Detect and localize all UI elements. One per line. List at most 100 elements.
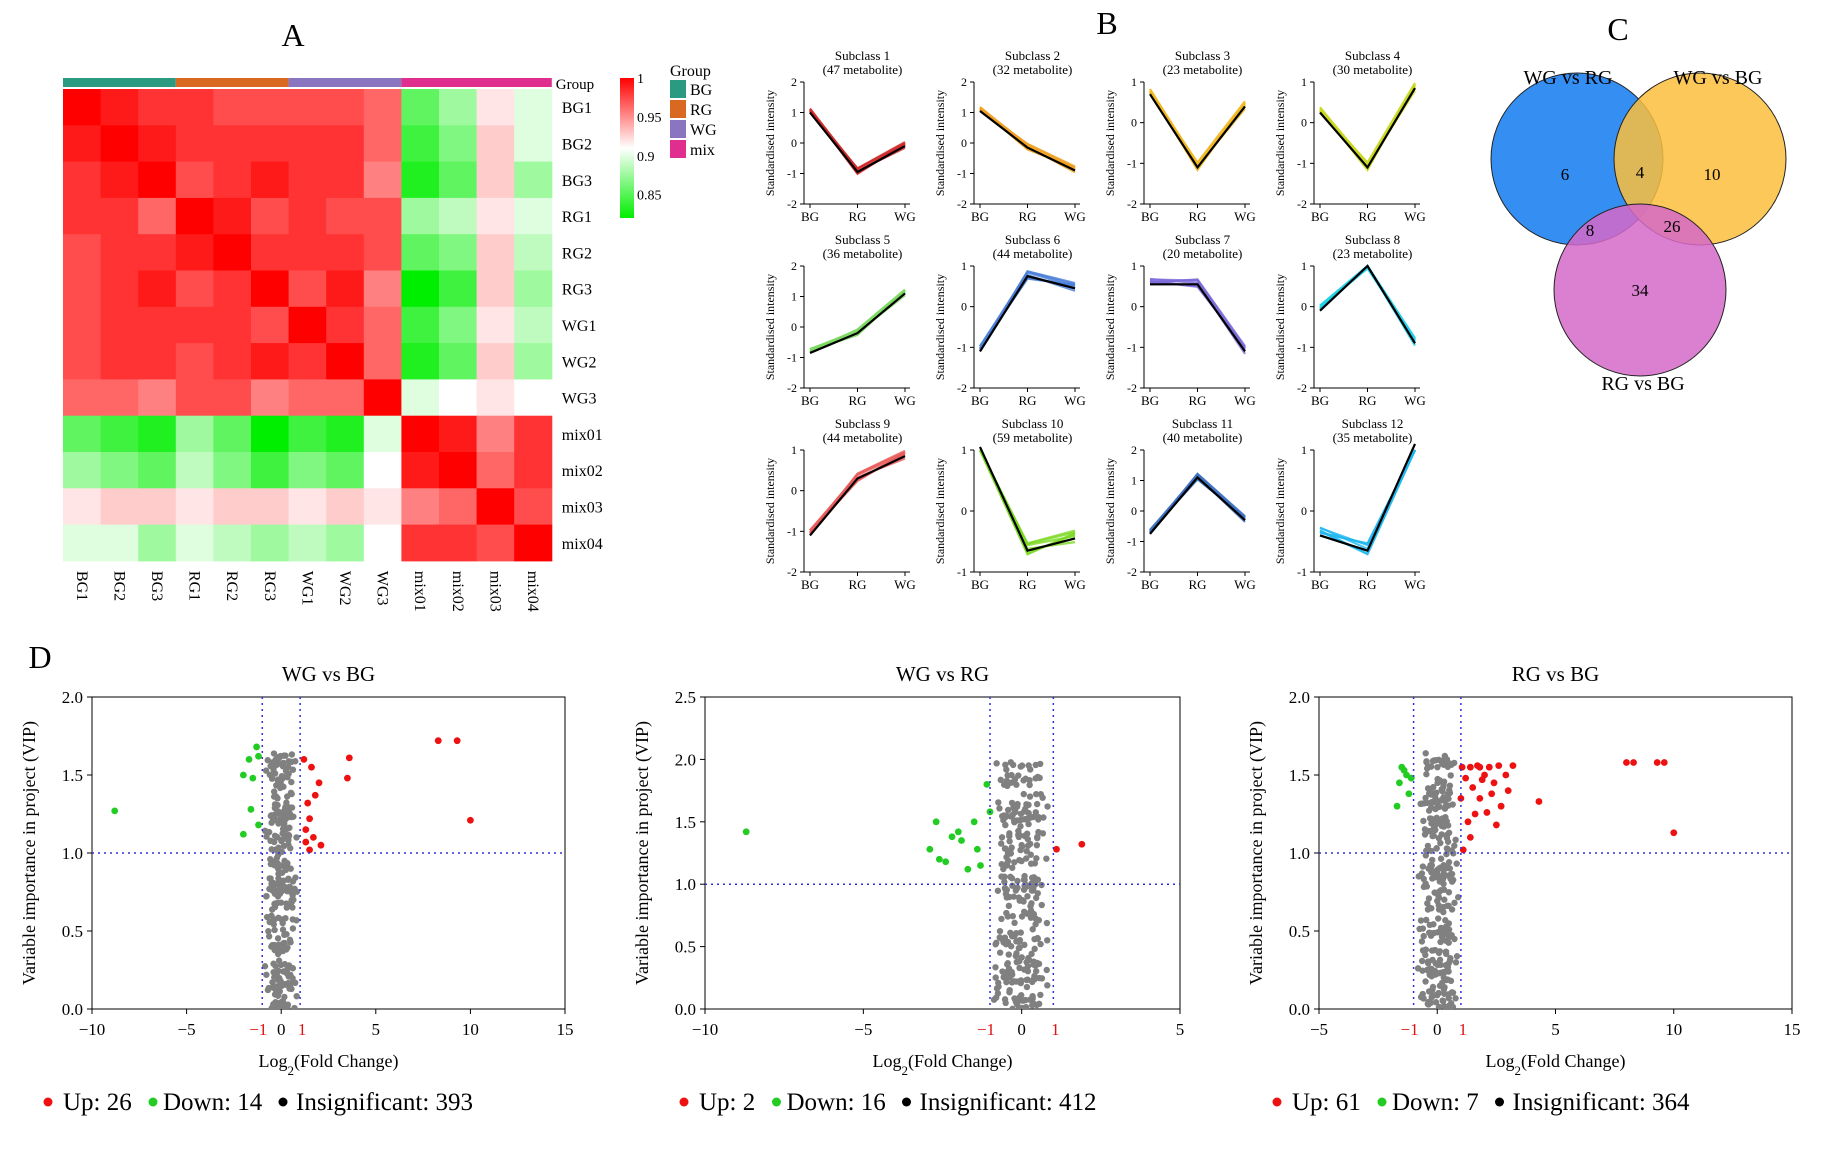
xlabel-suffix: (Fold Change) — [1521, 1051, 1625, 1072]
volcano-point-insignificant — [1009, 864, 1016, 871]
heatmap-row-label: BG3 — [562, 173, 592, 190]
subclass-x-tick-label: BG — [1311, 209, 1329, 224]
subclass-x-tick-label: WG — [1234, 209, 1256, 224]
volcano-point-insignificant — [1422, 946, 1430, 953]
volcano-x-label: Log2(Fold Change) — [1486, 1051, 1626, 1078]
volcano-point-insignificant — [1428, 847, 1435, 855]
volcano-point-insignificant — [273, 833, 281, 841]
volcano-point-insignificant — [274, 893, 282, 900]
volcano-point-insignificant — [285, 770, 292, 777]
volcano-point-insignificant — [1028, 900, 1035, 907]
volcano-point-insignificant — [1426, 965, 1434, 972]
volcano-point-up — [1490, 779, 1498, 787]
subclass-title: Subclass 7 — [1175, 232, 1231, 247]
heatmap-cell — [326, 306, 365, 344]
volcano-point-insignificant — [285, 808, 292, 816]
heatmap-cell — [514, 343, 553, 380]
volcano-point-insignificant — [1016, 856, 1023, 864]
volcano-y-tick-label: 1.0 — [675, 875, 696, 894]
volcano-point-insignificant — [274, 795, 281, 802]
subclass-subtitle: (44 metabolite) — [823, 430, 903, 445]
subclass-y-label: Standardised intensity — [1273, 274, 1287, 380]
volcano-point-insignificant — [1001, 845, 1009, 852]
heatmap-cell — [213, 306, 252, 344]
volcano-point-insignificant — [1439, 788, 1446, 795]
volcano-point-up — [1466, 834, 1474, 841]
heatmap-col-label: BG2 — [110, 571, 127, 601]
subclass-title: Subclass 6 — [1005, 232, 1061, 247]
volcano-point-insignificant — [1418, 938, 1426, 945]
heatmap-cell — [476, 197, 515, 235]
volcano-point-up — [1623, 759, 1630, 766]
volcano-point-insignificant — [1006, 973, 1014, 980]
volcano-point-down — [1393, 802, 1401, 810]
volcano-point-insignificant — [1448, 931, 1455, 939]
subclass-title: Subclass 10 — [1002, 416, 1064, 431]
heatmap-cell — [63, 452, 102, 489]
volcano-point-insignificant — [265, 928, 272, 935]
heatmap-cell — [175, 234, 214, 271]
volcano-point-insignificant — [272, 969, 279, 977]
volcano-point-insignificant — [1017, 977, 1025, 984]
subclass-y-label: Standardised intensity — [763, 458, 777, 564]
panel-label-c: C — [1607, 11, 1628, 47]
volcano-point-insignificant — [1423, 916, 1430, 924]
volcano-point-up — [304, 799, 312, 807]
subclass-metabolite-line — [1149, 93, 1246, 170]
legend-insig-label: Insignificant: 412 — [920, 1089, 1097, 1116]
heatmap-col-label: mix01 — [411, 571, 428, 612]
volcano-y-tick-label: 0.0 — [675, 1000, 696, 1019]
volcano-x-tick-label: 10 — [1665, 1020, 1682, 1039]
subclass-metabolite-line — [809, 289, 906, 352]
subclass-y-tick-label: -2 — [1127, 197, 1137, 211]
volcano-point-up — [1476, 763, 1484, 771]
volcano-point-insignificant — [274, 881, 282, 888]
volcano-point-insignificant — [1435, 1003, 1443, 1009]
volcano-point-insignificant — [1442, 948, 1450, 955]
volcano-x-tick-label: −5 — [1310, 1020, 1328, 1039]
subclass-subtitle: (20 metabolite) — [1163, 246, 1243, 261]
volcano-point-insignificant — [995, 799, 1002, 806]
volcano-point-insignificant — [264, 986, 272, 994]
volcano-plot-2: WG vs RG −10 −5 0 5 0.0 0.5 1.0 1.5 2.0 2.5 −1 1 Vari… — [632, 662, 1184, 1116]
heatmap-cell — [100, 524, 139, 562]
subclass-plot-1: Subclass 1(47 metabolite) -2 -1 0 1 2 BG RG WG St… — [763, 48, 916, 224]
volcano-point-up — [1495, 762, 1503, 770]
volcano-point-insignificant — [1037, 791, 1045, 798]
subclass-y-tick-label: 1 — [1131, 75, 1137, 89]
volcano-point-insignificant — [1003, 777, 1010, 785]
volcano-point-up — [1660, 759, 1668, 766]
volcano-point-insignificant — [1442, 937, 1450, 944]
volcano-point-insignificant — [1023, 855, 1030, 862]
volcano-point-up — [345, 754, 353, 762]
volcano-point-insignificant — [1418, 870, 1426, 877]
volcano-point-insignificant — [290, 896, 297, 903]
heatmap-scale-tick: 0.95 — [637, 111, 662, 126]
subclass-y-tick-label: -2 — [787, 197, 797, 211]
heatmap-scale-tick: 0.85 — [637, 189, 662, 204]
volcano-point-down — [253, 743, 261, 751]
heatmap-cell — [175, 270, 214, 308]
heatmap-cell — [363, 89, 402, 126]
heatmap-cell — [100, 452, 139, 489]
volcano-y-label: Variable importance in project (VIP) — [632, 721, 653, 985]
volcano-threshold-label: 1 — [1051, 1020, 1060, 1039]
heatmap-cell — [175, 452, 214, 489]
subclass-metabolite-line — [1319, 264, 1416, 339]
volcano-point-insignificant — [1004, 940, 1012, 947]
subclass-x-tick-label: RG — [1018, 393, 1036, 408]
volcano-point-down — [958, 837, 965, 844]
volcano-point-insignificant — [287, 865, 294, 872]
subclass-x-tick-label: BG — [801, 577, 819, 592]
volcano-point-insignificant — [1422, 852, 1430, 859]
subclass-plot-7: Subclass 7(20 metabolite) -2 -1 0 1 BG RG WG Sta… — [1103, 232, 1256, 408]
heatmap-cell — [138, 197, 177, 235]
volcano-point-insignificant — [1030, 910, 1038, 918]
heatmap-cell — [251, 524, 290, 562]
volcano-point-insignificant — [1430, 799, 1437, 806]
group-bar-title: Group — [556, 77, 594, 93]
heatmap-cell — [138, 415, 177, 453]
heatmap-row-label: RG2 — [562, 245, 592, 262]
volcano-point-insignificant — [1008, 933, 1016, 940]
